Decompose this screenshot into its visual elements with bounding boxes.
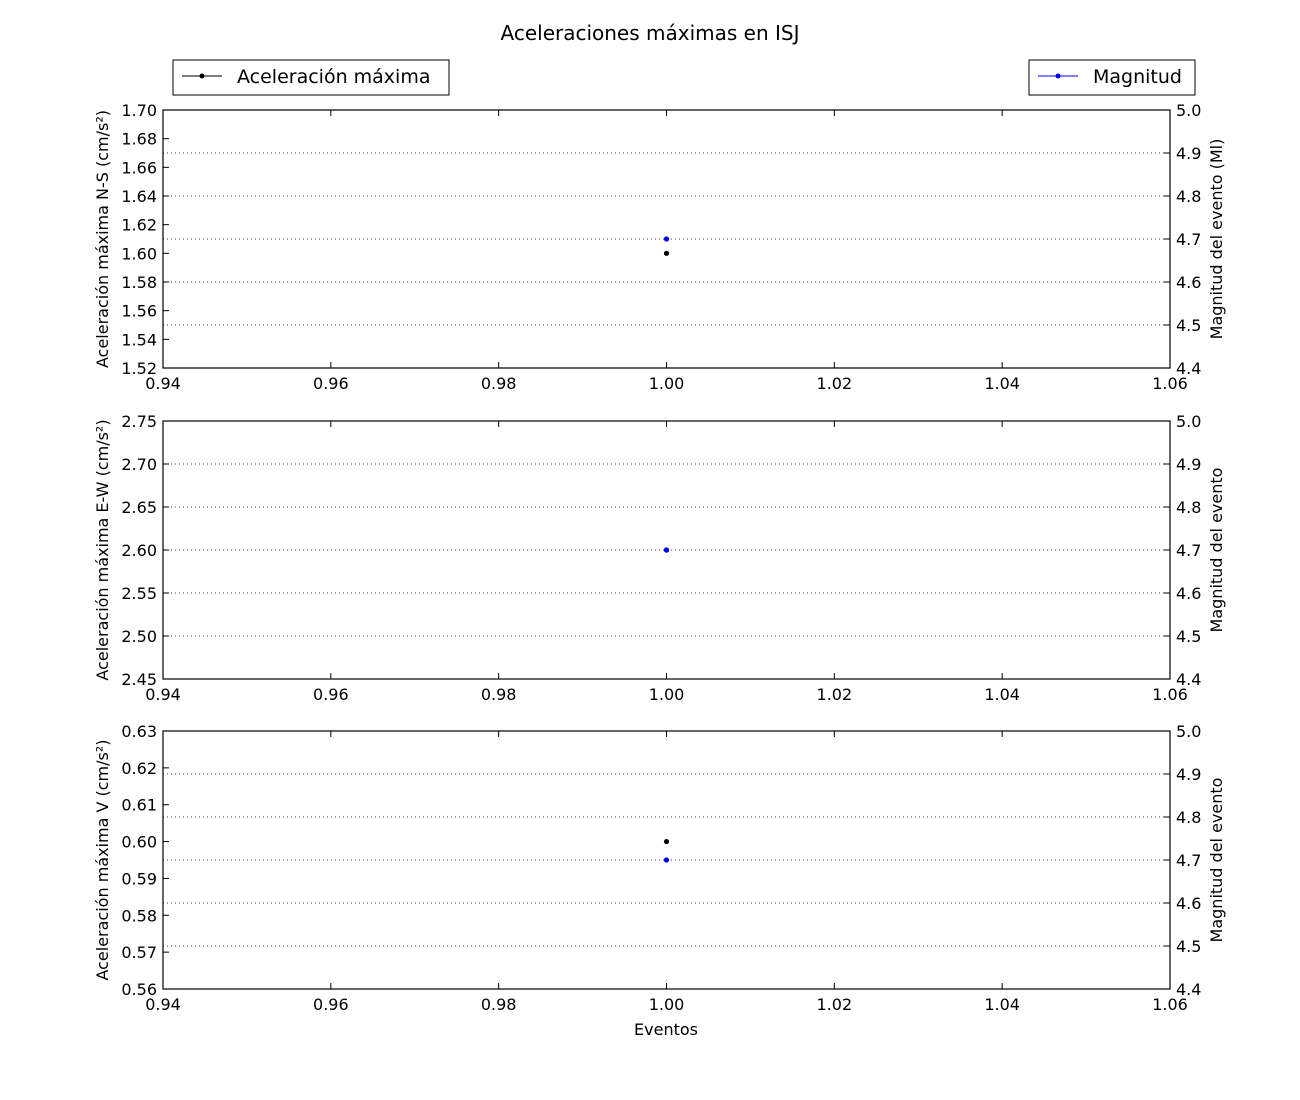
y-right-tick-label: 4.4 <box>1176 980 1201 999</box>
subplot-1: 0.94 0.96 0.98 1.00 1.02 1.04 1.06 1.52 1.54 1.56… <box>93 101 1226 393</box>
magnitude-point <box>663 547 670 553</box>
y-left-tick-label: 1.68 <box>121 130 157 149</box>
x-tick-label: 1.00 <box>649 685 685 704</box>
y-right-axis-label: Magnitud del evento <box>1207 778 1226 943</box>
y-right-tick-label: 4.9 <box>1176 765 1201 784</box>
y-left-tick-label: 1.70 <box>121 101 157 120</box>
y-left-tick-label: 0.60 <box>121 833 157 852</box>
x-tick-label: 1.04 <box>984 995 1020 1014</box>
x-tick-label: 1.06 <box>1152 685 1188 704</box>
x-tick-label: 1.06 <box>1152 995 1188 1014</box>
y-right-tick-label: 4.9 <box>1176 455 1201 474</box>
legend-left-box <box>172 59 450 96</box>
x-tick-label: 0.96 <box>313 995 349 1014</box>
y-right-axis-label: Magnitud del evento <box>1207 468 1226 633</box>
y-right-tick-label: 5.0 <box>1176 722 1201 741</box>
legend-right: Magnitud <box>1028 59 1196 96</box>
y-right-tick-label: 4.6 <box>1176 584 1201 603</box>
x-tick-label: 0.96 <box>313 685 349 704</box>
magnitude-point <box>663 236 670 242</box>
y-right-tick-label: 4.5 <box>1176 937 1201 956</box>
y-right-tick-label: 4.6 <box>1176 894 1201 913</box>
x-tick-label: 0.96 <box>313 374 349 393</box>
acceleration-point <box>663 250 670 256</box>
x-tick-label: 1.02 <box>817 995 853 1014</box>
y-left-tick-label: 2.60 <box>121 541 157 560</box>
y-left-tick-label: 0.56 <box>121 980 157 999</box>
y-right-tick-label: 4.5 <box>1176 316 1201 335</box>
acceleration-point <box>663 838 670 845</box>
figure-title: Aceleraciones máximas en ISJ <box>501 21 800 45</box>
y-left-tick-label: 2.45 <box>121 670 157 689</box>
legend-right-label: Magnitud <box>1093 66 1182 88</box>
y-left-tick-label: 1.60 <box>121 244 157 263</box>
x-tick-label: 1.04 <box>984 685 1020 704</box>
y-right-tick-label: 4.6 <box>1176 273 1201 292</box>
subplots: 0.94 0.96 0.98 1.00 1.02 1.04 1.06 1.52 1.54 1.56… <box>93 101 1226 1014</box>
y-left-tick-label: 2.55 <box>121 584 157 603</box>
subplot-2: 0.94 0.96 0.98 1.00 1.02 1.04 1.06 2.45 2.50 2.55… <box>93 412 1226 704</box>
x-tick-label: 0.94 <box>145 685 181 704</box>
x-tick-label: 1.06 <box>1152 374 1188 393</box>
x-tick-label: 1.02 <box>817 685 853 704</box>
legend-left-marker <box>199 73 205 79</box>
y-left-axis-label: Aceleración máxima V (cm/s²) <box>93 739 112 980</box>
y-right-tick-label: 4.4 <box>1176 670 1201 689</box>
y-right-tick-label: 4.4 <box>1176 359 1201 378</box>
y-right-axis-label: Magnitud del evento (Ml) <box>1207 139 1226 340</box>
magnitude-point <box>663 857 670 863</box>
x-tick-label: 0.94 <box>145 995 181 1014</box>
y-right-tick-label: 4.7 <box>1176 851 1201 870</box>
y-left-tick-label: 2.50 <box>121 627 157 646</box>
y-right-tick-label: 5.0 <box>1176 101 1201 120</box>
x-tick-label: 0.94 <box>145 374 181 393</box>
y-left-tick-label: 1.58 <box>121 273 157 292</box>
y-left-axis-label: Aceleración máxima E-W (cm/s²) <box>93 419 112 680</box>
y-right-tick-label: 4.8 <box>1176 498 1201 517</box>
y-right-tick-label: 4.8 <box>1176 187 1201 206</box>
y-right-tick-label: 5.0 <box>1176 412 1201 431</box>
y-left-tick-label: 1.64 <box>121 187 157 206</box>
legend-right-marker <box>1055 73 1061 79</box>
y-right-tick-label: 4.7 <box>1176 541 1201 560</box>
y-left-tick-label: 0.61 <box>121 796 157 815</box>
y-right-tick-label: 4.9 <box>1176 144 1201 163</box>
x-tick-label: 1.00 <box>649 995 685 1014</box>
legend-left-label: Aceleración máxima <box>237 66 430 88</box>
x-tick-label: 1.00 <box>649 374 685 393</box>
y-left-tick-label: 0.63 <box>121 722 157 741</box>
y-left-tick-label: 1.56 <box>121 302 157 321</box>
y-right-tick-label: 4.5 <box>1176 627 1201 646</box>
y-left-tick-label: 1.66 <box>121 158 157 177</box>
y-left-tick-label: 0.59 <box>121 869 157 888</box>
subplot-3: 0.94 0.96 0.98 1.00 1.02 1.04 1.06 0.56 0.57 0.58… <box>93 722 1226 1014</box>
x-tick-label: 0.98 <box>481 685 517 704</box>
y-left-tick-label: 1.62 <box>121 216 157 235</box>
x-tick-label: 1.04 <box>984 374 1020 393</box>
x-tick-label: 1.02 <box>817 374 853 393</box>
y-right-tick-label: 4.8 <box>1176 808 1201 827</box>
y-left-tick-label: 1.52 <box>121 359 157 378</box>
y-left-axis-label: Aceleración máxima N-S (cm/s²) <box>93 110 112 368</box>
x-tick-label: 0.98 <box>481 374 517 393</box>
y-right-tick-label: 4.7 <box>1176 230 1201 249</box>
y-left-tick-label: 2.65 <box>121 498 157 517</box>
x-axis-label: Eventos <box>634 1020 698 1039</box>
legend-left: Aceleración máxima <box>172 59 450 96</box>
x-tick-label: 0.98 <box>481 995 517 1014</box>
y-left-tick-label: 0.57 <box>121 943 157 962</box>
y-left-tick-label: 0.62 <box>121 759 157 778</box>
y-left-tick-label: 0.58 <box>121 906 157 925</box>
y-left-tick-label: 1.54 <box>121 330 157 349</box>
y-left-tick-label: 2.70 <box>121 455 157 474</box>
y-left-tick-label: 2.75 <box>121 412 157 431</box>
